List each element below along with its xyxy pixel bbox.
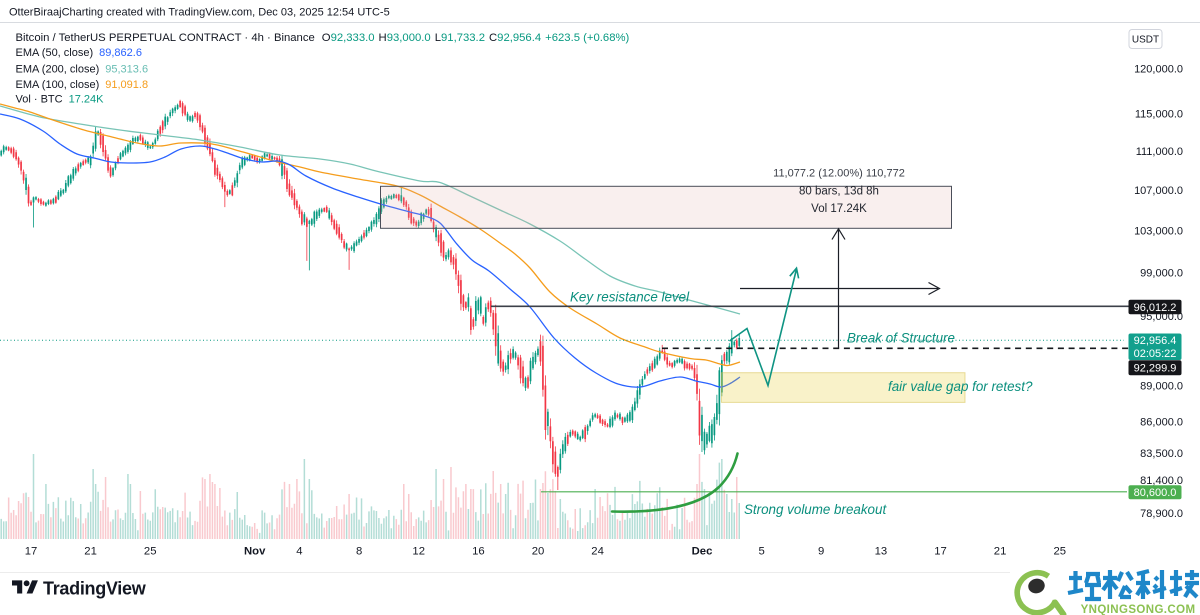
svg-text:17: 17 bbox=[25, 546, 38, 558]
svg-text:20: 20 bbox=[532, 546, 545, 558]
svg-text:21: 21 bbox=[994, 546, 1007, 558]
svg-text:EMA (100, close)91,091.8: EMA (100, close) 91,091.8 bbox=[16, 79, 149, 91]
svg-text:25: 25 bbox=[144, 546, 157, 558]
svg-text:115,000.0: 115,000.0 bbox=[1135, 109, 1183, 121]
svg-text:96,012.2: 96,012.2 bbox=[1134, 302, 1177, 314]
svg-text:80 bars, 13d 8h: 80 bars, 13d 8h bbox=[799, 186, 879, 198]
svg-text:Bitcoin / TetherUS PERPETUAL C: Bitcoin / TetherUS PERPETUAL CONTRACT · … bbox=[16, 32, 630, 44]
svg-text:02:05:22: 02:05:22 bbox=[1134, 348, 1177, 360]
svg-text:78,900.0: 78,900.0 bbox=[1140, 508, 1183, 520]
svg-text:16: 16 bbox=[472, 546, 485, 558]
svg-text:YNQINGSONG.COM: YNQINGSONG.COM bbox=[1081, 604, 1196, 615]
svg-text:EMA (50, close)89,862.6: EMA (50, close) 89,862.6 bbox=[16, 47, 142, 59]
svg-text:92,299.9: 92,299.9 bbox=[1134, 363, 1177, 375]
svg-text:107,000.0: 107,000.0 bbox=[1134, 185, 1183, 197]
svg-text:8: 8 bbox=[356, 546, 362, 558]
svg-text:111,000.0: 111,000.0 bbox=[1136, 146, 1183, 158]
svg-text:11,077.2 (12.00%) 110,772: 11,077.2 (12.00%) 110,772 bbox=[773, 168, 905, 180]
svg-text:OtterBiraajCharting created wi: OtterBiraajCharting created with Trading… bbox=[9, 6, 390, 18]
svg-text:21: 21 bbox=[84, 546, 97, 558]
svg-text:120,000.0: 120,000.0 bbox=[1134, 63, 1183, 75]
svg-text:EMA (200, close)95,313.6: EMA (200, close) 95,313.6 bbox=[16, 63, 149, 75]
svg-text:5: 5 bbox=[758, 546, 764, 558]
svg-text:USDT: USDT bbox=[1132, 35, 1159, 46]
svg-text:24: 24 bbox=[591, 546, 604, 558]
svg-text:4: 4 bbox=[296, 546, 302, 558]
svg-text:92,956.4: 92,956.4 bbox=[1134, 335, 1177, 347]
svg-text:fair value gap for retest?: fair value gap for retest? bbox=[888, 379, 1033, 394]
svg-text:TradingView: TradingView bbox=[43, 579, 147, 599]
svg-text:86,000.0: 86,000.0 bbox=[1140, 417, 1183, 429]
svg-text:Nov: Nov bbox=[244, 546, 266, 558]
svg-text:83,500.0: 83,500.0 bbox=[1140, 448, 1183, 460]
svg-text:99,000.0: 99,000.0 bbox=[1140, 267, 1183, 279]
svg-text:89,000.0: 89,000.0 bbox=[1140, 380, 1183, 392]
svg-text:Vol 17.24K: Vol 17.24K bbox=[811, 203, 867, 215]
svg-text:25: 25 bbox=[1054, 546, 1067, 558]
svg-text:17: 17 bbox=[934, 546, 947, 558]
svg-text:Dec: Dec bbox=[692, 546, 713, 558]
svg-text:Break of Structure: Break of Structure bbox=[847, 331, 955, 346]
svg-text:9: 9 bbox=[818, 546, 824, 558]
svg-text:80,600.0: 80,600.0 bbox=[1134, 487, 1177, 499]
svg-text:Key resistance level: Key resistance level bbox=[570, 290, 690, 305]
svg-text:103,000.0: 103,000.0 bbox=[1134, 225, 1183, 237]
svg-text:12: 12 bbox=[412, 546, 425, 558]
svg-text:Strong volume breakout: Strong volume breakout bbox=[744, 502, 887, 517]
svg-text:13: 13 bbox=[875, 546, 888, 558]
svg-text:81,400.0: 81,400.0 bbox=[1140, 475, 1183, 487]
